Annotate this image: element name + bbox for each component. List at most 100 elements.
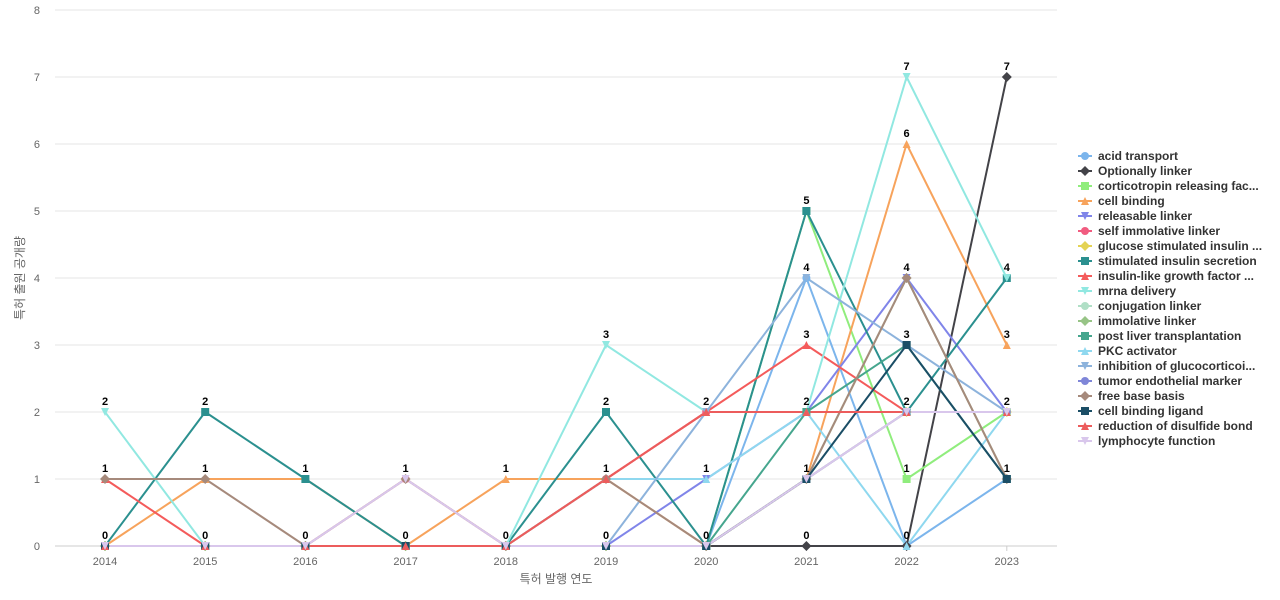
data-label: 0	[603, 530, 609, 542]
legend-item[interactable]: stimulated insulin secretion	[1078, 254, 1257, 268]
legend-marker	[1081, 152, 1089, 160]
legend-label: immolative linker	[1098, 314, 1196, 328]
data-label: 1	[302, 463, 308, 475]
legend-label: corticotropin releasing fac...	[1098, 179, 1259, 193]
x-tick-label: 2021	[794, 556, 818, 568]
series-line	[105, 411, 1007, 547]
series-point	[200, 474, 211, 484]
legend-item[interactable]: reduction of disulfide bond	[1078, 419, 1253, 433]
legend-label: cell binding	[1098, 194, 1165, 208]
series-point	[1002, 475, 1011, 483]
legend-item[interactable]: corticotropin releasing fac...	[1078, 179, 1259, 193]
legend-marker	[1081, 287, 1089, 295]
data-label: 1	[403, 463, 409, 475]
data-label: 4	[904, 262, 911, 274]
legend-item[interactable]: mrna delivery	[1078, 284, 1176, 298]
series-point	[201, 408, 210, 416]
legend-label: stimulated insulin secretion	[1098, 254, 1257, 268]
y-tick-label: 3	[34, 340, 40, 352]
legend-marker	[1080, 241, 1090, 251]
series-lines	[104, 76, 1008, 547]
legend-item[interactable]: tumor endothelial marker	[1078, 374, 1242, 388]
data-label: 2	[102, 396, 108, 408]
data-label: 4	[1004, 262, 1011, 274]
x-tick-label: 2017	[393, 556, 417, 568]
legend-marker	[1081, 377, 1089, 385]
legend-label: tumor endothelial marker	[1098, 374, 1242, 388]
y-tick-label: 6	[34, 139, 40, 151]
x-tick-label: 2023	[995, 556, 1019, 568]
series-point	[101, 542, 109, 550]
legend-item[interactable]: inhibition of glucocorticoi...	[1078, 359, 1255, 373]
legend-label: releasable linker	[1098, 209, 1192, 223]
legend-item[interactable]: post liver transplantation	[1078, 329, 1241, 343]
y-tick-label: 0	[34, 541, 40, 553]
data-label: 1	[503, 463, 509, 475]
legend-marker	[1081, 257, 1089, 265]
data-label: 3	[803, 329, 809, 341]
data-label: 0	[302, 530, 308, 542]
data-label: 3	[603, 329, 609, 341]
series-point	[201, 542, 210, 550]
legend-item[interactable]: cell binding ligand	[1078, 404, 1203, 418]
legend-label: conjugation linker	[1098, 299, 1202, 313]
x-axis-title: 특허 발행 연도	[520, 571, 593, 586]
legend-label: cell binding ligand	[1098, 404, 1203, 418]
series-point	[501, 542, 510, 550]
legend-label: acid transport	[1098, 149, 1178, 163]
legend-item[interactable]: cell binding	[1078, 194, 1165, 208]
legend-label: lymphocyte function	[1098, 434, 1215, 448]
data-label: 0	[503, 530, 509, 542]
legend-marker	[1081, 212, 1089, 220]
data-label: 5	[803, 195, 809, 207]
data-label: 0	[703, 530, 709, 542]
series-point	[101, 408, 109, 416]
legend-marker	[1081, 302, 1089, 310]
legend-marker	[1081, 197, 1089, 205]
series-point	[602, 341, 610, 349]
series-point	[902, 140, 911, 148]
legend-item[interactable]: free base basis	[1078, 389, 1185, 403]
series-point	[902, 542, 911, 550]
data-label: 6	[904, 128, 910, 140]
series-point	[100, 474, 110, 484]
legend-item[interactable]: acid transport	[1078, 149, 1178, 163]
legend-item[interactable]: glucose stimulated insulin ...	[1078, 239, 1262, 253]
series-point	[301, 475, 310, 483]
legend-item[interactable]: conjugation linker	[1078, 299, 1202, 313]
x-tick-label: 2016	[293, 556, 317, 568]
legend-item[interactable]: self immolative linker	[1078, 224, 1220, 238]
series-point	[602, 542, 610, 550]
legend-item[interactable]: releasable linker	[1078, 209, 1192, 223]
legend-marker	[1081, 407, 1089, 415]
legend-item[interactable]: insulin-like growth factor ...	[1078, 269, 1254, 283]
y-tick-label: 5	[34, 206, 40, 218]
legend-marker	[1081, 182, 1089, 190]
legend-label: reduction of disulfide bond	[1098, 419, 1253, 433]
series-point	[902, 73, 911, 81]
data-label: 3	[904, 329, 910, 341]
series-point	[902, 475, 911, 483]
x-tick-label: 2020	[694, 556, 718, 568]
legend-marker	[1081, 272, 1089, 280]
data-label: 0	[803, 530, 809, 542]
legend-marker	[1080, 316, 1090, 326]
legend-item[interactable]: PKC activator	[1078, 344, 1177, 358]
data-label: 1	[1004, 463, 1010, 475]
legend-item[interactable]: Optionally linker	[1078, 164, 1192, 178]
series-point	[702, 408, 711, 416]
legend-item[interactable]: immolative linker	[1078, 314, 1196, 328]
legend-label: glucose stimulated insulin ...	[1098, 239, 1262, 253]
legend-marker	[1081, 347, 1089, 355]
legend-marker	[1080, 166, 1090, 176]
legend-item[interactable]: lymphocyte function	[1078, 434, 1215, 448]
legend-marker	[1081, 437, 1089, 445]
series-point	[1002, 341, 1011, 349]
series-point	[802, 408, 811, 416]
legend-marker	[1081, 332, 1089, 340]
